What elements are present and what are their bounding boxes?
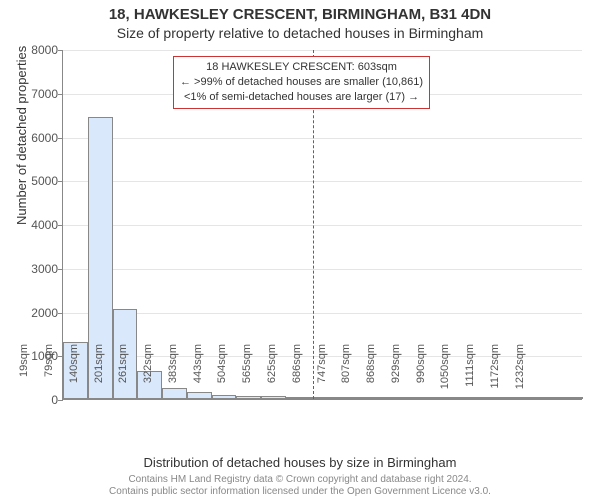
- histogram-bar: [533, 397, 558, 399]
- x-tick-label: 443sqm: [192, 344, 204, 404]
- grid-line: [63, 313, 582, 314]
- y-tick-mark: [58, 181, 63, 182]
- y-tick-label: 2000: [18, 306, 58, 320]
- x-tick-label: 1050sqm: [439, 344, 451, 404]
- info-box-line-3: <1% of semi-detached houses are larger (…: [180, 90, 423, 105]
- y-tick-label: 7000: [18, 87, 58, 101]
- grid-line: [63, 225, 582, 226]
- y-tick-label: 5000: [18, 174, 58, 188]
- grid-line: [63, 269, 582, 270]
- y-tick-mark: [58, 50, 63, 51]
- histogram-bar: [558, 397, 583, 399]
- x-tick-label: 565sqm: [241, 344, 253, 404]
- grid-line: [63, 181, 582, 182]
- info-box-line-2: ← >99% of detached houses are smaller (1…: [180, 75, 423, 90]
- x-tick-label: 322sqm: [142, 344, 154, 404]
- page-subtitle: Size of property relative to detached ho…: [0, 23, 600, 41]
- x-axis-label: Distribution of detached houses by size …: [0, 455, 600, 470]
- x-tick-label: 929sqm: [390, 344, 402, 404]
- x-tick-label: 1111sqm: [464, 344, 476, 404]
- x-tick-label: 383sqm: [167, 344, 179, 404]
- plot-area: 01000200030004000500060007000800019sqm79…: [62, 50, 582, 400]
- y-tick-label: 6000: [18, 131, 58, 145]
- x-tick-label: 625sqm: [266, 344, 278, 404]
- x-tick-label: 990sqm: [415, 344, 427, 404]
- x-tick-label: 19sqm: [18, 344, 30, 404]
- x-tick-label: 686sqm: [291, 344, 303, 404]
- info-box-line-1: 18 HAWKESLEY CRESCENT: 603sqm: [180, 60, 423, 75]
- x-tick-label: 747sqm: [316, 344, 328, 404]
- y-tick-label: 3000: [18, 262, 58, 276]
- y-tick-mark: [58, 94, 63, 95]
- grid-line: [63, 50, 582, 51]
- footer: Contains HM Land Registry data © Crown c…: [0, 474, 600, 498]
- x-tick-label: 1232sqm: [514, 344, 526, 404]
- x-tick-label: 79sqm: [43, 344, 55, 404]
- x-tick-label: 201sqm: [93, 344, 105, 404]
- x-tick-label: 261sqm: [117, 344, 129, 404]
- chart-area: 01000200030004000500060007000800019sqm79…: [62, 50, 582, 400]
- x-tick-label: 140sqm: [68, 344, 80, 404]
- footer-line-2: Contains public sector information licen…: [0, 486, 600, 498]
- y-tick-mark: [58, 138, 63, 139]
- y-tick-mark: [58, 269, 63, 270]
- y-tick-mark: [58, 400, 63, 401]
- footer-line-1: Contains HM Land Registry data © Crown c…: [0, 474, 600, 486]
- page-title: 18, HAWKESLEY CRESCENT, BIRMINGHAM, B31 …: [0, 0, 600, 23]
- x-tick-label: 504sqm: [216, 344, 228, 404]
- y-tick-mark: [58, 313, 63, 314]
- x-tick-label: 1172sqm: [489, 344, 501, 404]
- y-tick-label: 8000: [18, 43, 58, 57]
- y-tick-mark: [58, 225, 63, 226]
- y-tick-label: 4000: [18, 218, 58, 232]
- x-tick-label: 807sqm: [340, 344, 352, 404]
- info-box: 18 HAWKESLEY CRESCENT: 603sqm← >99% of d…: [173, 56, 430, 109]
- x-tick-label: 868sqm: [365, 344, 377, 404]
- grid-line: [63, 138, 582, 139]
